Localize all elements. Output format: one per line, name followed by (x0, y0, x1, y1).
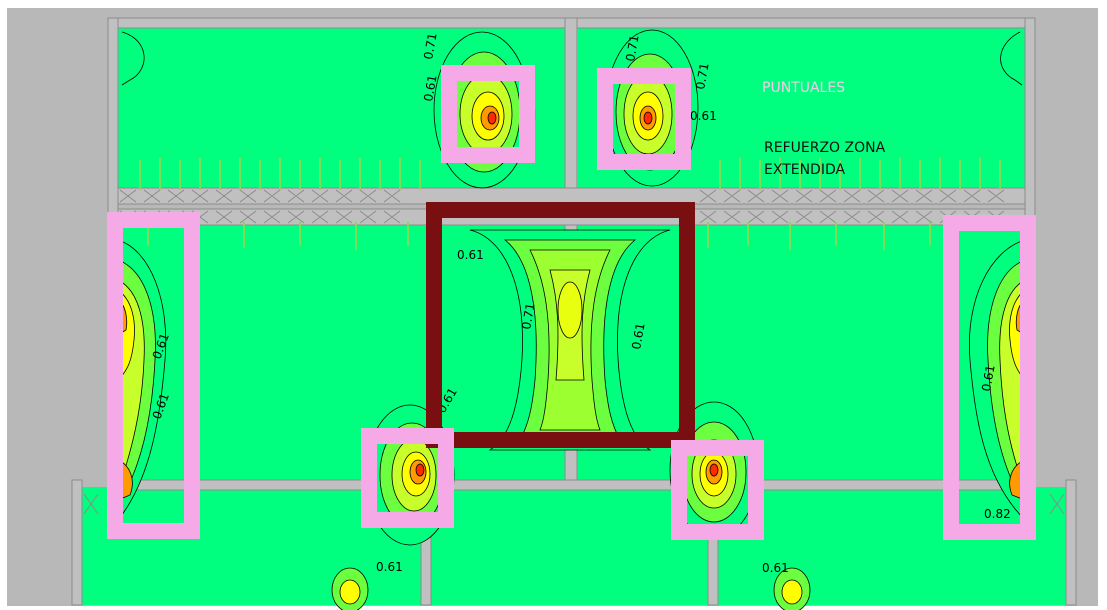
contour-label: 0.61 (457, 248, 484, 262)
annotation-refuerzo-line1: REFUERZO ZONA (764, 140, 886, 156)
contour-label: 0.61 (421, 74, 439, 103)
point-box-bottom-right (671, 440, 764, 540)
point-box-top-left (441, 65, 535, 163)
center-reinforcement-box (426, 202, 695, 448)
contour-outline-upper-right (1000, 31, 1023, 86)
contour-label: 0.71 (421, 32, 439, 61)
point-box-top-right (597, 68, 691, 170)
wall-bottom-right-outer (1065, 479, 1077, 606)
slab-bottom (82, 487, 1067, 605)
wall-band-1 (117, 187, 1026, 205)
contour-label: 0.61 (979, 364, 997, 393)
contour-label: 0.61 (376, 560, 403, 574)
contour-label: 0.71 (519, 302, 537, 331)
contour-outline-upper-left (121, 31, 145, 86)
contour-label: 0.82 (984, 507, 1011, 521)
contour-label: 0.71 (623, 34, 641, 63)
contour-label: 0.61 (690, 109, 717, 123)
contour-label: 0.61 (762, 561, 789, 575)
point-reinforcement-boxes (107, 65, 1036, 540)
wall-lower-horizontal (117, 479, 1026, 491)
contour-label: 0.71 (693, 62, 711, 91)
side-box-right (943, 215, 1036, 540)
contour-group-center (469, 229, 671, 451)
wall-bottom-left-outer (71, 479, 83, 606)
annotation-puntuales: PUNTUALES (762, 80, 845, 96)
contour-label: 0.61 (629, 322, 647, 351)
annotation-refuerzo-line2: EXTENDIDA (764, 162, 846, 178)
point-box-bottom-left (361, 428, 454, 528)
side-box-left (107, 212, 200, 539)
contour-group-bottom-small (331, 567, 811, 610)
